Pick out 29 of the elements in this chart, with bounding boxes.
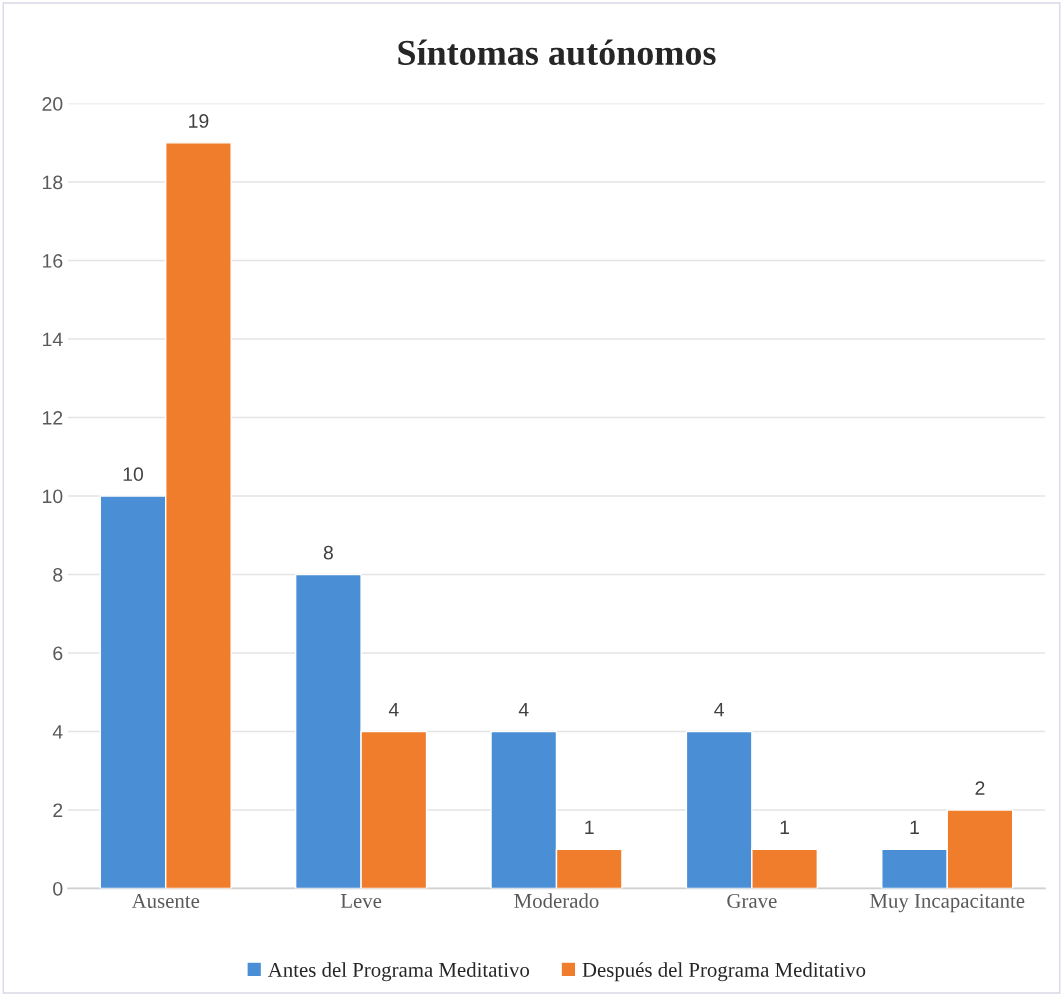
x-tick-label: Leve	[340, 894, 382, 908]
data-label: 4	[518, 702, 529, 717]
data-label: 1	[780, 820, 790, 835]
x-tick-label: Moderado	[514, 893, 599, 908]
y-tick-label: 2	[53, 803, 63, 817]
data-label: 4	[714, 702, 724, 717]
y-tick-label: 6	[53, 646, 63, 661]
y-tick-label: 4	[52, 725, 63, 739]
data-label: 2	[975, 781, 985, 795]
y-tick-label: 16	[43, 254, 63, 268]
y-tick-label: 18	[43, 175, 63, 190]
legend-label: Después del Programa Meditativo	[582, 962, 866, 982]
y-tick-label: 12	[43, 410, 63, 425]
data-label: 10	[123, 467, 144, 482]
y-tick-label: 10	[43, 489, 63, 504]
data-label: 1	[585, 820, 594, 835]
y-tick-label: 8	[53, 567, 63, 582]
data-label: 8	[323, 545, 333, 560]
x-tick-label: Ausente	[131, 894, 200, 908]
y-tick-label: 14	[43, 332, 63, 347]
chart-title: Síntomas autónomos	[398, 39, 716, 66]
y-tick-label: 0	[53, 881, 63, 896]
data-label: 1	[910, 820, 919, 835]
data-label: 19	[189, 114, 209, 128]
legend-label: Antes del Programa Meditativo	[267, 962, 530, 982]
y-tick-label: 20	[42, 97, 63, 111]
data-label: 4	[388, 702, 399, 717]
x-tick-label: Muy Incapacitante	[870, 893, 1025, 913]
x-tick-label: Grave	[727, 893, 777, 908]
